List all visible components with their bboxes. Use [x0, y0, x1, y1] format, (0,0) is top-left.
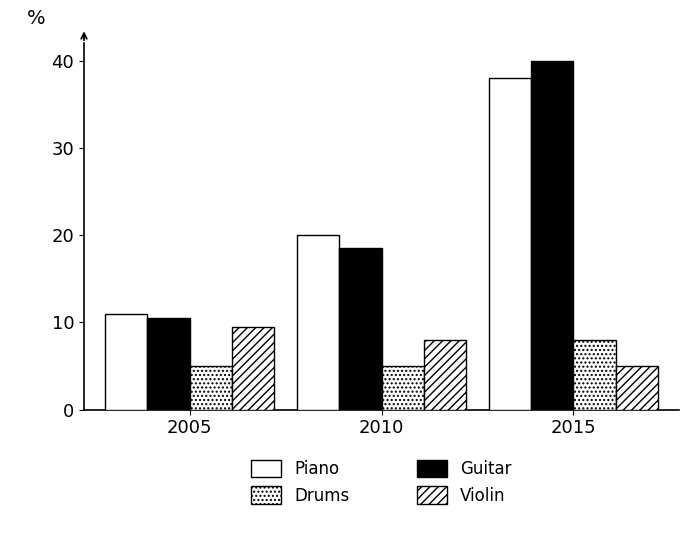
Text: %: %	[27, 10, 46, 29]
Bar	[489, 78, 531, 410]
Bar	[531, 60, 573, 410]
Bar	[105, 314, 147, 410]
Bar	[190, 366, 232, 410]
Bar	[297, 235, 340, 410]
Bar	[424, 340, 466, 410]
Bar	[147, 318, 190, 410]
Legend: Piano, Drums, Guitar, Violin: Piano, Drums, Guitar, Violin	[245, 453, 518, 512]
Bar	[573, 340, 616, 410]
Bar	[382, 366, 423, 410]
Bar	[616, 366, 658, 410]
Bar	[340, 248, 382, 410]
Bar	[232, 327, 274, 410]
